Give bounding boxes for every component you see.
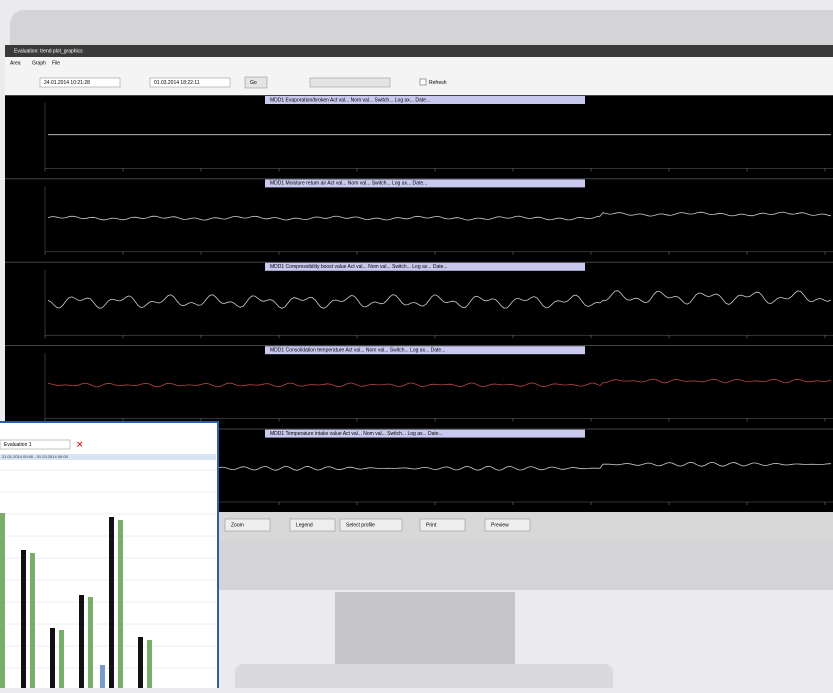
date-input[interactable] — [149, 77, 231, 88]
button[interactable] — [244, 76, 268, 89]
toolbar-area — [5, 57, 833, 95]
dropdown[interactable] — [0, 439, 71, 450]
toolbar-button-label: Print — [426, 522, 437, 528]
checkbox-label: Refresh — [429, 80, 447, 86]
trace — [47, 290, 832, 309]
monitor-base — [235, 664, 613, 693]
trace — [47, 378, 832, 388]
panel-title: MDD1 Consolidation temperature Act val..… — [270, 348, 445, 354]
bar-shape — [79, 595, 84, 690]
menu-item[interactable]: Graph — [32, 60, 46, 66]
bar-shape — [118, 520, 123, 690]
date-input[interactable] — [39, 77, 121, 88]
panel-header — [265, 262, 585, 271]
panel-header — [265, 179, 585, 188]
trace — [47, 211, 832, 221]
toolbar-button[interactable] — [484, 518, 531, 532]
toolbar-button[interactable] — [224, 518, 271, 532]
toolbar-button-label: Preview — [491, 522, 509, 528]
checkbox[interactable] — [419, 78, 427, 86]
panel-separator — [5, 261, 833, 263]
panel-separator — [5, 345, 833, 346]
toolbar-button[interactable] — [339, 518, 403, 532]
overlay-range: 21.01.2014 00:00 - 01.03.2014 00:00 — [2, 454, 69, 459]
toolbar-button-label: Select profile — [346, 522, 375, 528]
panel-separator — [5, 178, 833, 180]
overlay-header — [0, 454, 216, 460]
toolbar-button[interactable] — [289, 518, 336, 532]
overlay-title: Evaluation 1 — [4, 442, 32, 448]
menu-item[interactable]: File — [52, 60, 60, 66]
panel-title: MDD1 Moisture return air Act val... Nom … — [270, 181, 427, 187]
title-bar — [5, 45, 833, 57]
bar-shape — [100, 665, 105, 690]
bar-shape — [147, 640, 152, 690]
window-title: Evaluation: trend plot_graphics — [14, 48, 83, 54]
bar-shape — [59, 630, 64, 690]
bar-shape — [30, 553, 35, 690]
panel-separator — [5, 95, 833, 96]
apply-button-label: Go — [250, 80, 257, 86]
bar-shape — [88, 597, 93, 690]
panel-separator — [5, 428, 833, 430]
panel-header — [265, 96, 585, 104]
panel-title: MDD1 Compressibility boost value Act val… — [270, 264, 448, 270]
nav-buttons[interactable] — [309, 77, 391, 88]
panel-title: MDD1 Evaporation/broken Act val... Nom v… — [270, 97, 430, 103]
menu-item[interactable]: Area — [10, 60, 21, 66]
panel-header — [265, 346, 585, 355]
toolbar-button-label: Legend — [296, 522, 313, 528]
panel-title: MDD1 Temperature intake value Act val...… — [270, 431, 443, 437]
date-from: 24.01.2014 10:21:28 — [44, 80, 90, 86]
toolbar-button-label: Zoom — [231, 522, 244, 528]
monitor-neck — [335, 592, 515, 666]
bar-shape — [21, 550, 26, 690]
panel-header — [265, 429, 585, 438]
bar-shape — [138, 637, 143, 690]
date-to: 01.03.2014 18:22:11 — [154, 80, 200, 86]
bar-shape — [109, 517, 114, 690]
close-icon[interactable]: ✕ — [76, 439, 84, 449]
toolbar-button[interactable] — [419, 518, 466, 532]
bar-shape — [50, 628, 55, 690]
bar-shape — [0, 513, 5, 690]
